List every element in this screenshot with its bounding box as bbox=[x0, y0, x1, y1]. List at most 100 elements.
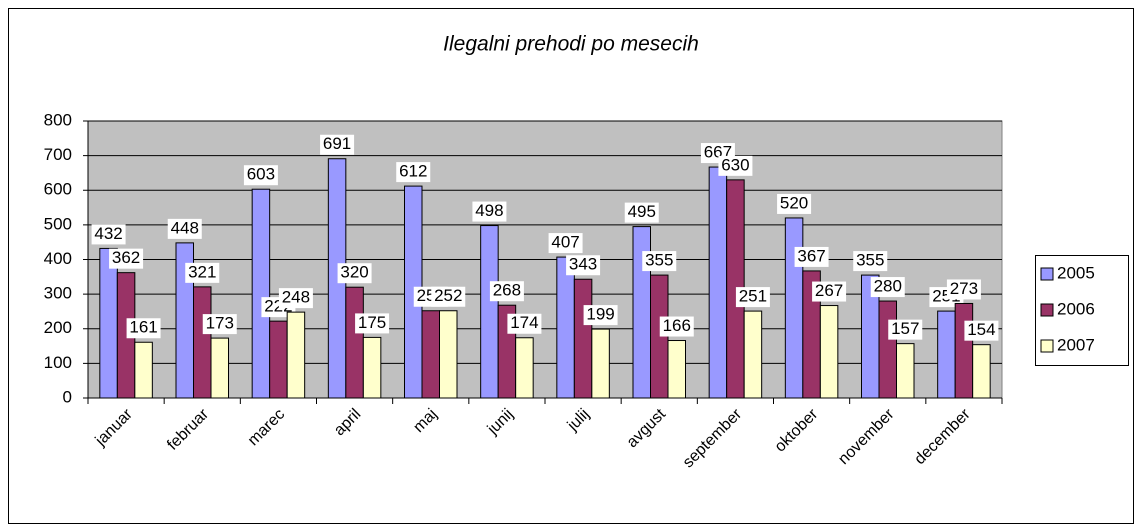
chart-title: Ilegalni prehodi po mesecih bbox=[443, 33, 699, 56]
value-label-bg bbox=[278, 288, 313, 309]
bar bbox=[667, 340, 686, 399]
value-label: 157 bbox=[891, 319, 919, 338]
value-label-bg bbox=[566, 255, 601, 276]
value-label-bg bbox=[812, 281, 847, 302]
bar bbox=[708, 166, 728, 399]
value-label-bg bbox=[167, 218, 202, 239]
value-label-bg bbox=[718, 155, 753, 176]
value-label: 355 bbox=[856, 251, 884, 270]
bar bbox=[99, 247, 118, 399]
value-label: 355 bbox=[645, 251, 673, 270]
value-label: 252 bbox=[434, 286, 462, 305]
bar bbox=[650, 274, 669, 399]
y-tick-label: 0 bbox=[63, 387, 72, 406]
legend-label: 2006 bbox=[1057, 299, 1095, 318]
value-label-bg bbox=[583, 305, 618, 326]
value-label-bg bbox=[870, 277, 905, 298]
value-label-bg bbox=[794, 246, 829, 267]
value-label: 495 bbox=[628, 202, 656, 221]
bar bbox=[937, 310, 956, 399]
value-label-bg bbox=[946, 279, 981, 300]
value-label-bg bbox=[337, 263, 372, 284]
value-label: 175 bbox=[358, 313, 386, 332]
value-label: 367 bbox=[797, 246, 825, 265]
bar bbox=[345, 286, 364, 399]
y-tick-label: 700 bbox=[44, 145, 72, 164]
bar bbox=[193, 286, 212, 399]
value-label-bg bbox=[243, 165, 278, 186]
value-label-bg bbox=[777, 193, 812, 214]
y-tick-label: 800 bbox=[44, 110, 72, 129]
legend-swatch bbox=[1040, 267, 1054, 281]
bar bbox=[362, 336, 382, 399]
value-label: 612 bbox=[399, 162, 427, 181]
bar bbox=[819, 305, 839, 399]
y-tick-label: 100 bbox=[44, 353, 72, 372]
value-label: 166 bbox=[663, 316, 691, 335]
bar bbox=[515, 337, 534, 399]
value-label-bg bbox=[396, 162, 431, 183]
value-label-bg bbox=[431, 286, 466, 307]
value-label-bg bbox=[355, 313, 390, 334]
y-tick-label: 200 bbox=[44, 318, 72, 337]
value-label: 173 bbox=[206, 314, 234, 333]
y-tick-label: 600 bbox=[44, 180, 72, 199]
value-label-bg bbox=[888, 319, 923, 340]
bar bbox=[286, 311, 306, 399]
value-label-bg bbox=[185, 262, 220, 283]
bar bbox=[134, 341, 153, 399]
y-tick-label: 400 bbox=[44, 249, 72, 268]
value-label-bg bbox=[109, 248, 144, 269]
bar bbox=[556, 256, 575, 399]
value-label: 448 bbox=[171, 218, 199, 237]
value-label-bg bbox=[320, 134, 355, 155]
value-label-bg bbox=[202, 314, 237, 335]
value-label-bg bbox=[642, 251, 677, 272]
value-label: 630 bbox=[721, 155, 749, 174]
value-label: 320 bbox=[340, 263, 368, 282]
value-label-bg bbox=[964, 320, 999, 341]
value-label-bg bbox=[853, 251, 888, 272]
value-label: 343 bbox=[569, 255, 597, 274]
bar bbox=[591, 328, 610, 399]
value-label: 407 bbox=[551, 233, 579, 252]
value-label-bg bbox=[507, 313, 542, 334]
value-label: 280 bbox=[874, 277, 902, 296]
bar bbox=[210, 337, 229, 399]
legend-label: 2007 bbox=[1057, 335, 1095, 354]
legend-label: 2005 bbox=[1057, 263, 1095, 282]
value-label: 691 bbox=[323, 134, 351, 153]
legend-swatch bbox=[1040, 339, 1054, 353]
bar bbox=[439, 310, 458, 399]
bar bbox=[972, 344, 991, 399]
bar bbox=[784, 217, 804, 399]
bar bbox=[954, 302, 974, 399]
value-label: 251 bbox=[739, 287, 767, 306]
value-label: 520 bbox=[780, 193, 808, 212]
value-label: 267 bbox=[815, 281, 843, 300]
bar bbox=[421, 310, 440, 399]
bar bbox=[573, 278, 593, 399]
value-label: 432 bbox=[94, 224, 122, 243]
value-label-bg bbox=[624, 202, 659, 223]
value-label-bg bbox=[126, 318, 161, 339]
value-label: 199 bbox=[586, 305, 614, 324]
value-label: 161 bbox=[129, 318, 157, 337]
value-label: 498 bbox=[475, 201, 503, 220]
y-tick-label: 300 bbox=[44, 284, 72, 303]
value-label: 268 bbox=[493, 281, 521, 300]
value-label-bg bbox=[548, 233, 583, 254]
value-label: 248 bbox=[282, 288, 310, 307]
bar bbox=[251, 188, 271, 399]
value-label: 603 bbox=[247, 165, 275, 184]
bar bbox=[896, 343, 915, 399]
value-label: 273 bbox=[950, 279, 978, 298]
value-label-bg bbox=[489, 281, 524, 302]
bar bbox=[480, 225, 499, 399]
bar bbox=[269, 320, 288, 399]
value-label-bg bbox=[91, 224, 126, 245]
value-label: 362 bbox=[112, 248, 140, 267]
bar bbox=[743, 310, 763, 399]
value-label: 321 bbox=[188, 262, 216, 281]
